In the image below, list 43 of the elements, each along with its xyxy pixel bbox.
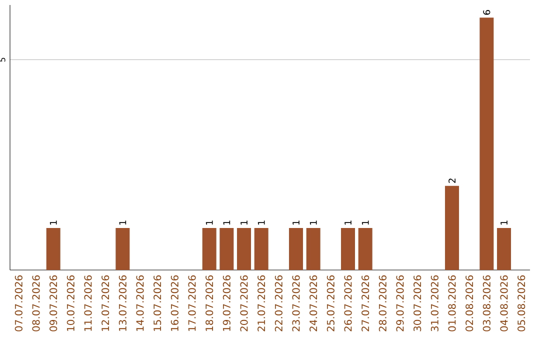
x-tick-label: 25.07.2026 [326, 275, 334, 332]
x-tick-label: 11.07.2026 [84, 275, 92, 331]
x-tick-label: 24.07.2026 [310, 275, 318, 332]
x-tick-label: 27.07.2026 [362, 275, 370, 332]
data-label: 1 [500, 220, 508, 225]
x-tick-label: 08.07.2026 [32, 275, 40, 332]
data-label: 1 [310, 220, 317, 225]
data-label: 1 [258, 220, 265, 225]
x-tick-label: 22.07.2026 [274, 275, 282, 332]
x-tick-label: 01.08.2026 [448, 275, 456, 332]
x-tick-label: 12.07.2026 [102, 275, 110, 331]
data-label: 1 [206, 220, 213, 225]
x-tick-label: 28.07.2026 [378, 275, 386, 332]
x-tick-label: 03.08.2026 [482, 275, 490, 332]
x-tick-label: 15.07.2026 [154, 275, 162, 331]
x-tick-label: 04.08.2026 [500, 275, 508, 332]
x-tick-label: 26.07.2026 [344, 275, 352, 332]
x-tick-label: 18.07.2026 [206, 275, 214, 331]
data-label: 6 [483, 10, 490, 15]
x-tick-label: 31.07.2026 [430, 275, 438, 332]
data-label: 1 [240, 220, 248, 225]
x-tick-label: 19.07.2026 [222, 275, 230, 331]
data-label: 1 [292, 220, 300, 225]
x-tick-label: 05.08.2026 [518, 275, 526, 332]
data-label: 1 [223, 220, 230, 225]
x-tick-label: 16.07.2026 [170, 275, 178, 331]
x-tick-label: 21.07.2026 [258, 275, 266, 332]
x-tick-label: 10.07.2026 [66, 275, 74, 331]
data-label: 1 [362, 220, 369, 225]
x-tick-label: 29.07.2026 [396, 275, 404, 332]
x-tick-label: 02.08.2026 [466, 275, 474, 332]
x-tick-label: 13.07.2026 [118, 275, 126, 331]
data-label: 2 [448, 178, 456, 183]
x-tick-label: 30.07.2026 [414, 275, 422, 332]
data-label: 1 [344, 220, 352, 225]
data-label: 1 [50, 220, 57, 225]
x-tick-label: 14.07.2026 [136, 275, 144, 331]
x-tick-label: 20.07.2026 [240, 275, 248, 332]
x-tick-label: 17.07.2026 [188, 275, 196, 331]
data-label: 1 [119, 220, 126, 225]
x-tick-label: 07.07.2026 [14, 275, 22, 332]
x-tick-label: 09.07.2026 [50, 275, 58, 332]
x-tick-label: 23.07.2026 [292, 275, 300, 332]
